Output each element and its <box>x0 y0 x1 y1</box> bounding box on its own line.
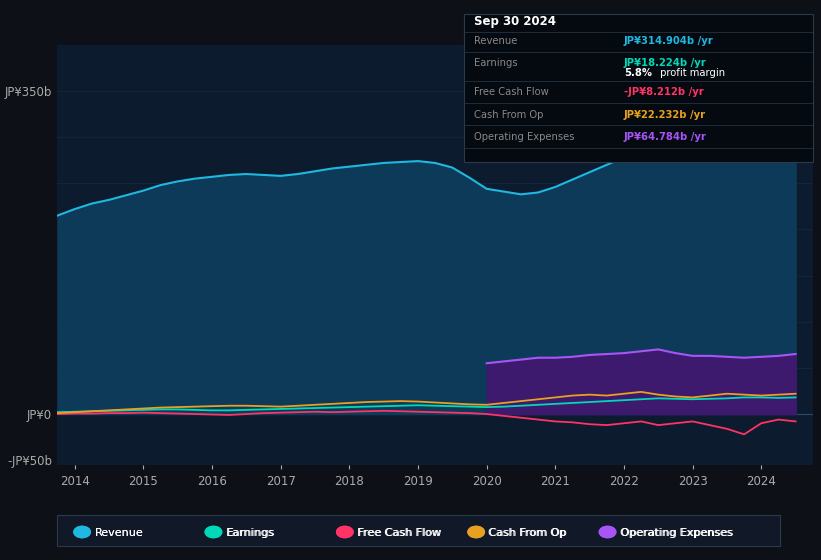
Text: JP¥18.224b /yr: JP¥18.224b /yr <box>624 58 707 68</box>
Text: JP¥314.904b /yr: JP¥314.904b /yr <box>624 36 713 46</box>
Text: Cash From Op: Cash From Op <box>489 528 567 538</box>
Text: Free Cash Flow: Free Cash Flow <box>474 87 548 97</box>
Text: Cash From Op: Cash From Op <box>488 529 566 539</box>
Text: Cash From Op: Cash From Op <box>474 110 544 120</box>
Text: JP¥64.784b /yr: JP¥64.784b /yr <box>624 132 707 142</box>
Text: -JP¥8.212b /yr: -JP¥8.212b /yr <box>624 87 704 97</box>
Text: Operating Expenses: Operating Expenses <box>474 132 574 142</box>
Text: JP¥22.232b /yr: JP¥22.232b /yr <box>624 110 706 120</box>
Text: Operating Expenses: Operating Expenses <box>620 529 732 539</box>
Text: Revenue: Revenue <box>94 529 143 539</box>
Text: Operating Expenses: Operating Expenses <box>621 528 733 538</box>
Text: 5.8%: 5.8% <box>624 68 652 78</box>
Text: Revenue: Revenue <box>474 36 517 46</box>
Text: Free Cash Flow: Free Cash Flow <box>358 528 442 538</box>
Text: Earnings: Earnings <box>227 528 275 538</box>
Text: Free Cash Flow: Free Cash Flow <box>357 529 441 539</box>
Text: Earnings: Earnings <box>226 529 274 539</box>
Text: Revenue: Revenue <box>95 528 144 538</box>
Text: Earnings: Earnings <box>474 58 517 68</box>
Text: profit margin: profit margin <box>657 68 725 78</box>
Text: Sep 30 2024: Sep 30 2024 <box>474 15 556 28</box>
